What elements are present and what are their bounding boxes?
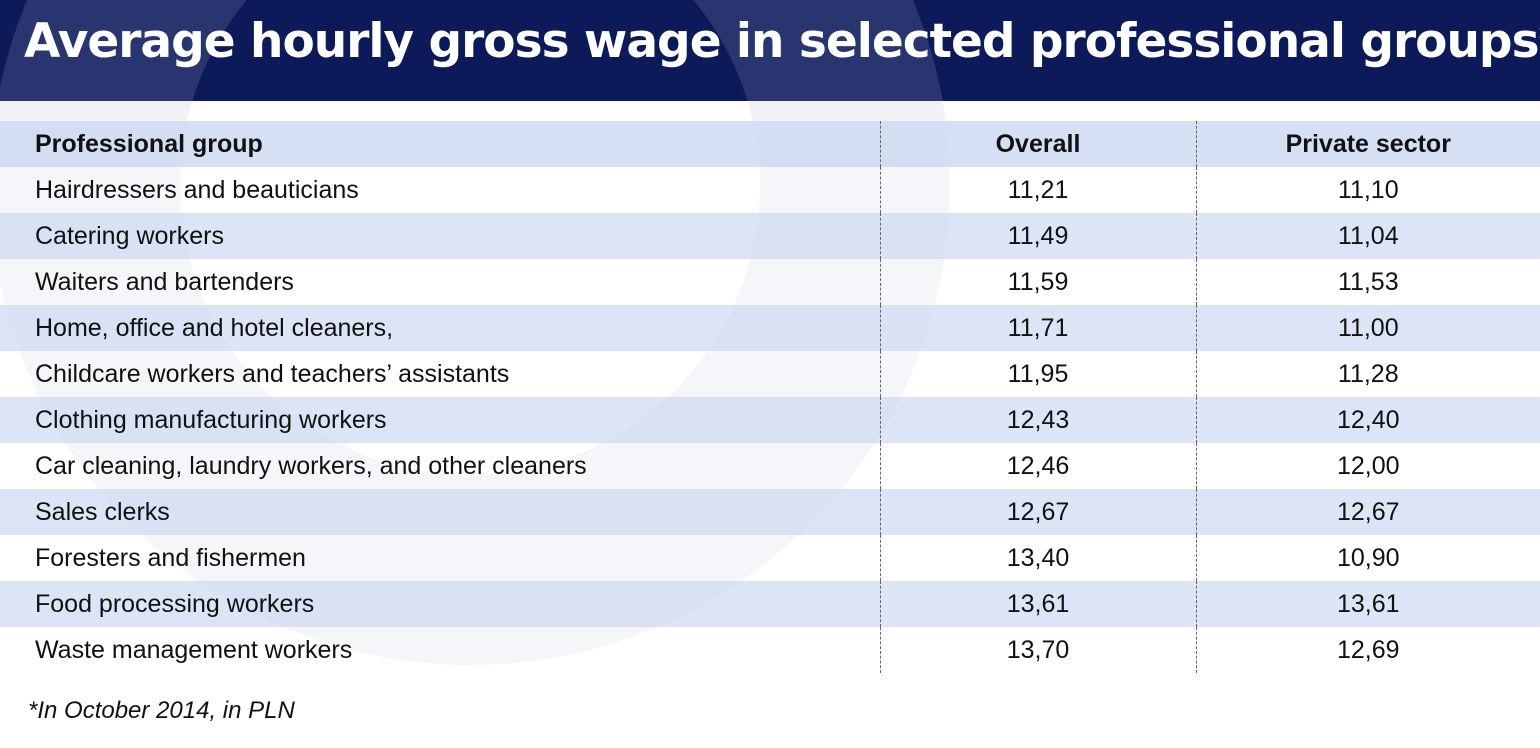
cell-private-sector: 11,53 xyxy=(1195,259,1540,305)
column-header-private: Private sector xyxy=(1195,121,1540,167)
cell-private-sector: 11,28 xyxy=(1195,351,1540,397)
table-row: Foresters and fishermen 13,40 10,90 xyxy=(0,535,1540,581)
cell-professional-group: Car cleaning, laundry workers, and other… xyxy=(35,452,587,480)
cell-overall: 13,40 xyxy=(879,535,1196,581)
table-body: Hairdressers and beauticians 11,21 11,10 Ca… xyxy=(0,167,1540,673)
cell-professional-group: Sales clerks xyxy=(35,498,170,526)
column-header-group: Professional group xyxy=(35,130,263,158)
cell-overall: 12,46 xyxy=(879,443,1196,489)
cell-private-sector: 10,90 xyxy=(1195,535,1540,581)
cell-professional-group: Clothing manufacturing workers xyxy=(35,406,387,434)
cell-private-sector: 12,69 xyxy=(1195,627,1540,673)
table-header-row: Professional group Overall Private secto… xyxy=(0,121,1540,167)
cell-private-sector: 11,00 xyxy=(1195,305,1540,351)
cell-professional-group: Hairdressers and beauticians xyxy=(35,176,359,204)
title-bar: Average hourly gross wage in selected pr… xyxy=(0,0,1540,101)
table-row: Home, office and hotel cleaners, 11,71 11,… xyxy=(0,305,1540,351)
cell-overall: 13,61 xyxy=(879,581,1196,627)
cell-overall: 13,70 xyxy=(879,627,1196,673)
chart-title: Average hourly gross wage in selected pr… xyxy=(24,14,1540,69)
cell-overall: 11,95 xyxy=(879,351,1196,397)
table-row: Car cleaning, laundry workers, and other… xyxy=(0,443,1540,489)
table-row: Hairdressers and beauticians 11,21 11,10 xyxy=(0,167,1540,213)
cell-professional-group: Waste management workers xyxy=(35,636,353,664)
cell-overall: 11,71 xyxy=(879,305,1196,351)
table-row: Clothing manufacturing workers 12,43 12,40 xyxy=(0,397,1540,443)
table-row: Catering workers 11,49 11,04 xyxy=(0,213,1540,259)
cell-private-sector: 12,00 xyxy=(1195,443,1540,489)
column-header-overall: Overall xyxy=(879,121,1196,167)
cell-professional-group: Childcare workers and teachers’ assistan… xyxy=(35,360,510,388)
cell-private-sector: 11,04 xyxy=(1195,213,1540,259)
footnote: *In October 2014, in PLN xyxy=(28,697,295,724)
cell-overall: 12,43 xyxy=(879,397,1196,443)
table-row: Sales clerks 12,67 12,67 xyxy=(0,489,1540,535)
cell-private-sector: 13,61 xyxy=(1195,581,1540,627)
cell-private-sector: 12,67 xyxy=(1195,489,1540,535)
table-row: Waiters and bartenders 11,59 11,53 xyxy=(0,259,1540,305)
cell-overall: 11,21 xyxy=(879,167,1196,213)
cell-professional-group: Food processing workers xyxy=(35,590,315,618)
wage-table: Professional group Overall Private secto… xyxy=(0,121,1540,673)
cell-overall: 11,49 xyxy=(879,213,1196,259)
cell-professional-group: Catering workers xyxy=(35,222,224,250)
cell-private-sector: 11,10 xyxy=(1195,167,1540,213)
cell-overall: 12,67 xyxy=(879,489,1196,535)
table-row: Childcare workers and teachers’ assistan… xyxy=(0,351,1540,397)
cell-overall: 11,59 xyxy=(879,259,1196,305)
cell-professional-group: Waiters and bartenders xyxy=(35,268,294,296)
cell-private-sector: 12,40 xyxy=(1195,397,1540,443)
cell-professional-group: Foresters and fishermen xyxy=(35,544,306,572)
cell-professional-group: Home, office and hotel cleaners, xyxy=(35,314,394,342)
table-row: Waste management workers 13,70 12,69 xyxy=(0,627,1540,673)
table-row: Food processing workers 13,61 13,61 xyxy=(0,581,1540,627)
